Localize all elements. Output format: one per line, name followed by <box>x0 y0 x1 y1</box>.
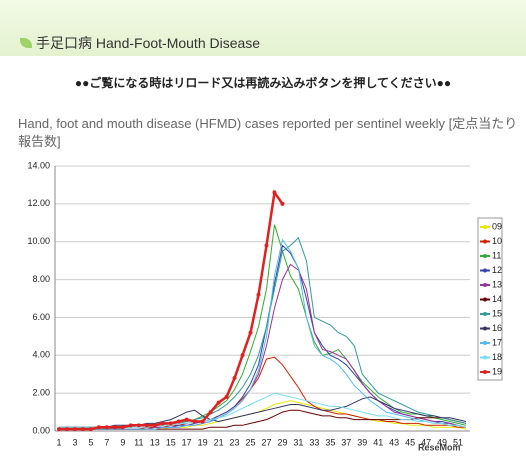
y-tick-label: 14.00 <box>27 160 50 170</box>
legend-marker <box>483 254 487 258</box>
series-marker <box>168 421 173 426</box>
x-tick-label: 3 <box>72 437 77 447</box>
x-tick-label: 37 <box>341 437 351 447</box>
x-tick-label: 21 <box>214 437 224 447</box>
y-tick-label: 8.00 <box>32 274 50 284</box>
series-marker <box>64 427 69 432</box>
x-tick-label: 39 <box>357 437 367 447</box>
plot-area <box>55 166 470 431</box>
leaf-icon <box>20 38 32 48</box>
series-marker <box>152 423 157 428</box>
x-tick-label: 41 <box>373 437 383 447</box>
legend-marker <box>483 268 487 273</box>
series-marker <box>144 423 149 428</box>
series-marker <box>208 410 213 415</box>
series-marker <box>224 394 229 399</box>
header-title: 手足口病 Hand-Foot-Mouth Disease <box>36 35 261 51</box>
series-marker <box>80 427 85 432</box>
legend-marker <box>483 312 487 316</box>
series-marker <box>104 425 109 430</box>
x-tick-label: 25 <box>246 437 256 447</box>
x-tick-label: 43 <box>389 437 399 447</box>
series-marker <box>200 419 205 424</box>
legend-label: 14 <box>492 294 502 304</box>
series-marker <box>136 423 141 428</box>
legend-label: 17 <box>492 337 502 347</box>
x-tick-label: 5 <box>88 437 93 447</box>
series-marker <box>112 425 117 430</box>
x-tick-label: 45 <box>405 437 415 447</box>
series-marker <box>128 423 133 428</box>
legend-label: 13 <box>492 279 502 289</box>
legend-marker <box>483 239 487 244</box>
y-tick-label: 4.00 <box>32 350 50 360</box>
legend-label: 16 <box>492 323 502 333</box>
series-marker <box>272 190 277 195</box>
watermark: ReseMom <box>418 442 461 452</box>
series-marker <box>248 330 253 335</box>
series-marker <box>176 419 181 424</box>
legend-marker <box>483 225 487 229</box>
x-tick-label: 9 <box>120 437 125 447</box>
series-marker <box>56 427 61 432</box>
legend-label: 11 <box>492 250 501 260</box>
series-marker <box>88 427 93 432</box>
legend-marker <box>483 355 487 360</box>
x-tick-label: 15 <box>166 437 176 447</box>
x-tick-label: 27 <box>261 437 271 447</box>
series-marker <box>72 427 77 432</box>
legend-marker <box>483 341 487 345</box>
legend-marker <box>483 283 487 287</box>
x-tick-label: 29 <box>277 437 287 447</box>
x-tick-label: 17 <box>182 437 192 447</box>
legend-label: 15 <box>492 308 502 318</box>
series-line <box>59 238 467 430</box>
series-marker <box>264 243 269 248</box>
x-tick-label: 13 <box>150 437 160 447</box>
series-marker <box>160 421 165 426</box>
x-tick-label: 31 <box>293 437 303 447</box>
series-marker <box>280 201 285 206</box>
x-tick-label: 1 <box>56 437 61 447</box>
series-marker <box>216 400 221 405</box>
series-marker <box>256 292 261 297</box>
legend-marker <box>483 370 487 374</box>
header-title-wrap: 手足口病 Hand-Foot-Mouth Disease <box>20 33 260 53</box>
legend-marker <box>483 326 487 331</box>
notice: ●●ご覧になる時はリロード又は再読み込みボタンを押してください●● <box>74 76 452 90</box>
x-tick-label: 35 <box>325 437 335 447</box>
series-marker <box>120 425 125 430</box>
legend-label: 12 <box>492 265 502 275</box>
legend-label: 09 <box>492 221 502 231</box>
chart-title: Hand, foot and mouth disease (HFMD) case… <box>18 116 518 149</box>
series-marker <box>240 353 245 358</box>
x-tick-label: 47 <box>421 437 431 447</box>
series-marker <box>192 419 197 424</box>
legend-label: 19 <box>492 366 502 376</box>
header: 手足口病 Hand-Foot-Mouth Disease <box>0 0 526 56</box>
y-tick-label: 12.00 <box>27 198 50 208</box>
y-tick-label: 6.00 <box>32 312 50 322</box>
y-tick-label: 0.00 <box>32 425 50 435</box>
legend-marker <box>483 297 487 302</box>
x-tick-label: 11 <box>134 437 143 447</box>
series-marker <box>96 425 101 430</box>
y-tick-label: 2.00 <box>32 388 50 398</box>
x-tick-label: 7 <box>104 437 109 447</box>
legend-label: 10 <box>492 236 502 246</box>
legend-label: 18 <box>492 352 502 362</box>
x-tick-label: 51 <box>453 437 463 447</box>
y-tick-label: 10.00 <box>27 236 50 246</box>
x-tick-label: 49 <box>437 437 447 447</box>
x-tick-label: 23 <box>230 437 240 447</box>
series-marker <box>232 376 237 380</box>
series-marker <box>184 417 189 422</box>
x-tick-label: 19 <box>198 437 208 447</box>
x-tick-label: 33 <box>309 437 319 447</box>
